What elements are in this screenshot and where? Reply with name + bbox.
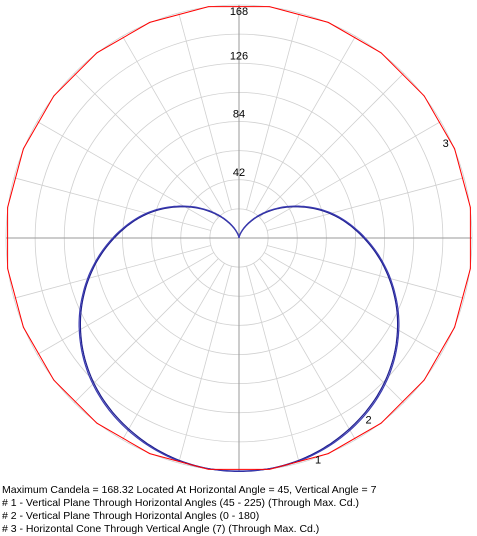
grid-spoke <box>259 258 405 404</box>
tick-labels: 42 84 126 168 1 2 3 <box>230 6 449 467</box>
grid-spoke <box>13 245 211 299</box>
grid-spoke <box>267 245 465 299</box>
grid-spoke <box>178 266 232 464</box>
grid-spoke <box>13 177 211 231</box>
caption-max-candela: Maximum Candela = 168.32 Located At Hori… <box>2 484 377 496</box>
grid-spoke <box>253 263 356 440</box>
caption-series-2: # 2 - Vertical Plane Through Horizontal … <box>2 510 260 522</box>
radial-tick-label: 84 <box>233 109 245 121</box>
radial-tick-label: 168 <box>230 6 248 18</box>
grid-spoke <box>178 12 232 210</box>
grid-spoke <box>246 266 300 464</box>
grid-spoke <box>259 72 405 218</box>
grid-spoke <box>122 36 225 213</box>
grid-spoke <box>122 263 225 440</box>
series-group <box>7 6 471 472</box>
series-2-curve <box>78 205 400 472</box>
grid-spoke <box>267 177 465 231</box>
grid-spoke <box>253 36 356 213</box>
grid-spoke <box>73 72 219 218</box>
radial-tick-label: 42 <box>233 167 245 179</box>
caption-series-1: # 1 - Vertical Plane Through Horizontal … <box>2 497 359 509</box>
series-2-label: 2 <box>366 415 372 427</box>
grid-spoke <box>37 121 214 224</box>
grid-spoke <box>37 252 214 355</box>
series-3-label: 3 <box>443 138 449 150</box>
polar-candela-plot: 42 84 126 168 1 2 3 <box>5 4 473 472</box>
grid-spoke <box>264 252 441 355</box>
radial-tick-label: 126 <box>230 50 248 62</box>
caption-series-3: # 3 - Horizontal Cone Through Vertical A… <box>2 523 320 535</box>
series-1-label: 1 <box>315 455 321 467</box>
grid-spoke <box>264 121 441 224</box>
series-3-curve <box>7 6 471 470</box>
grid-spoke <box>73 258 219 404</box>
grid-spoke <box>246 12 300 210</box>
